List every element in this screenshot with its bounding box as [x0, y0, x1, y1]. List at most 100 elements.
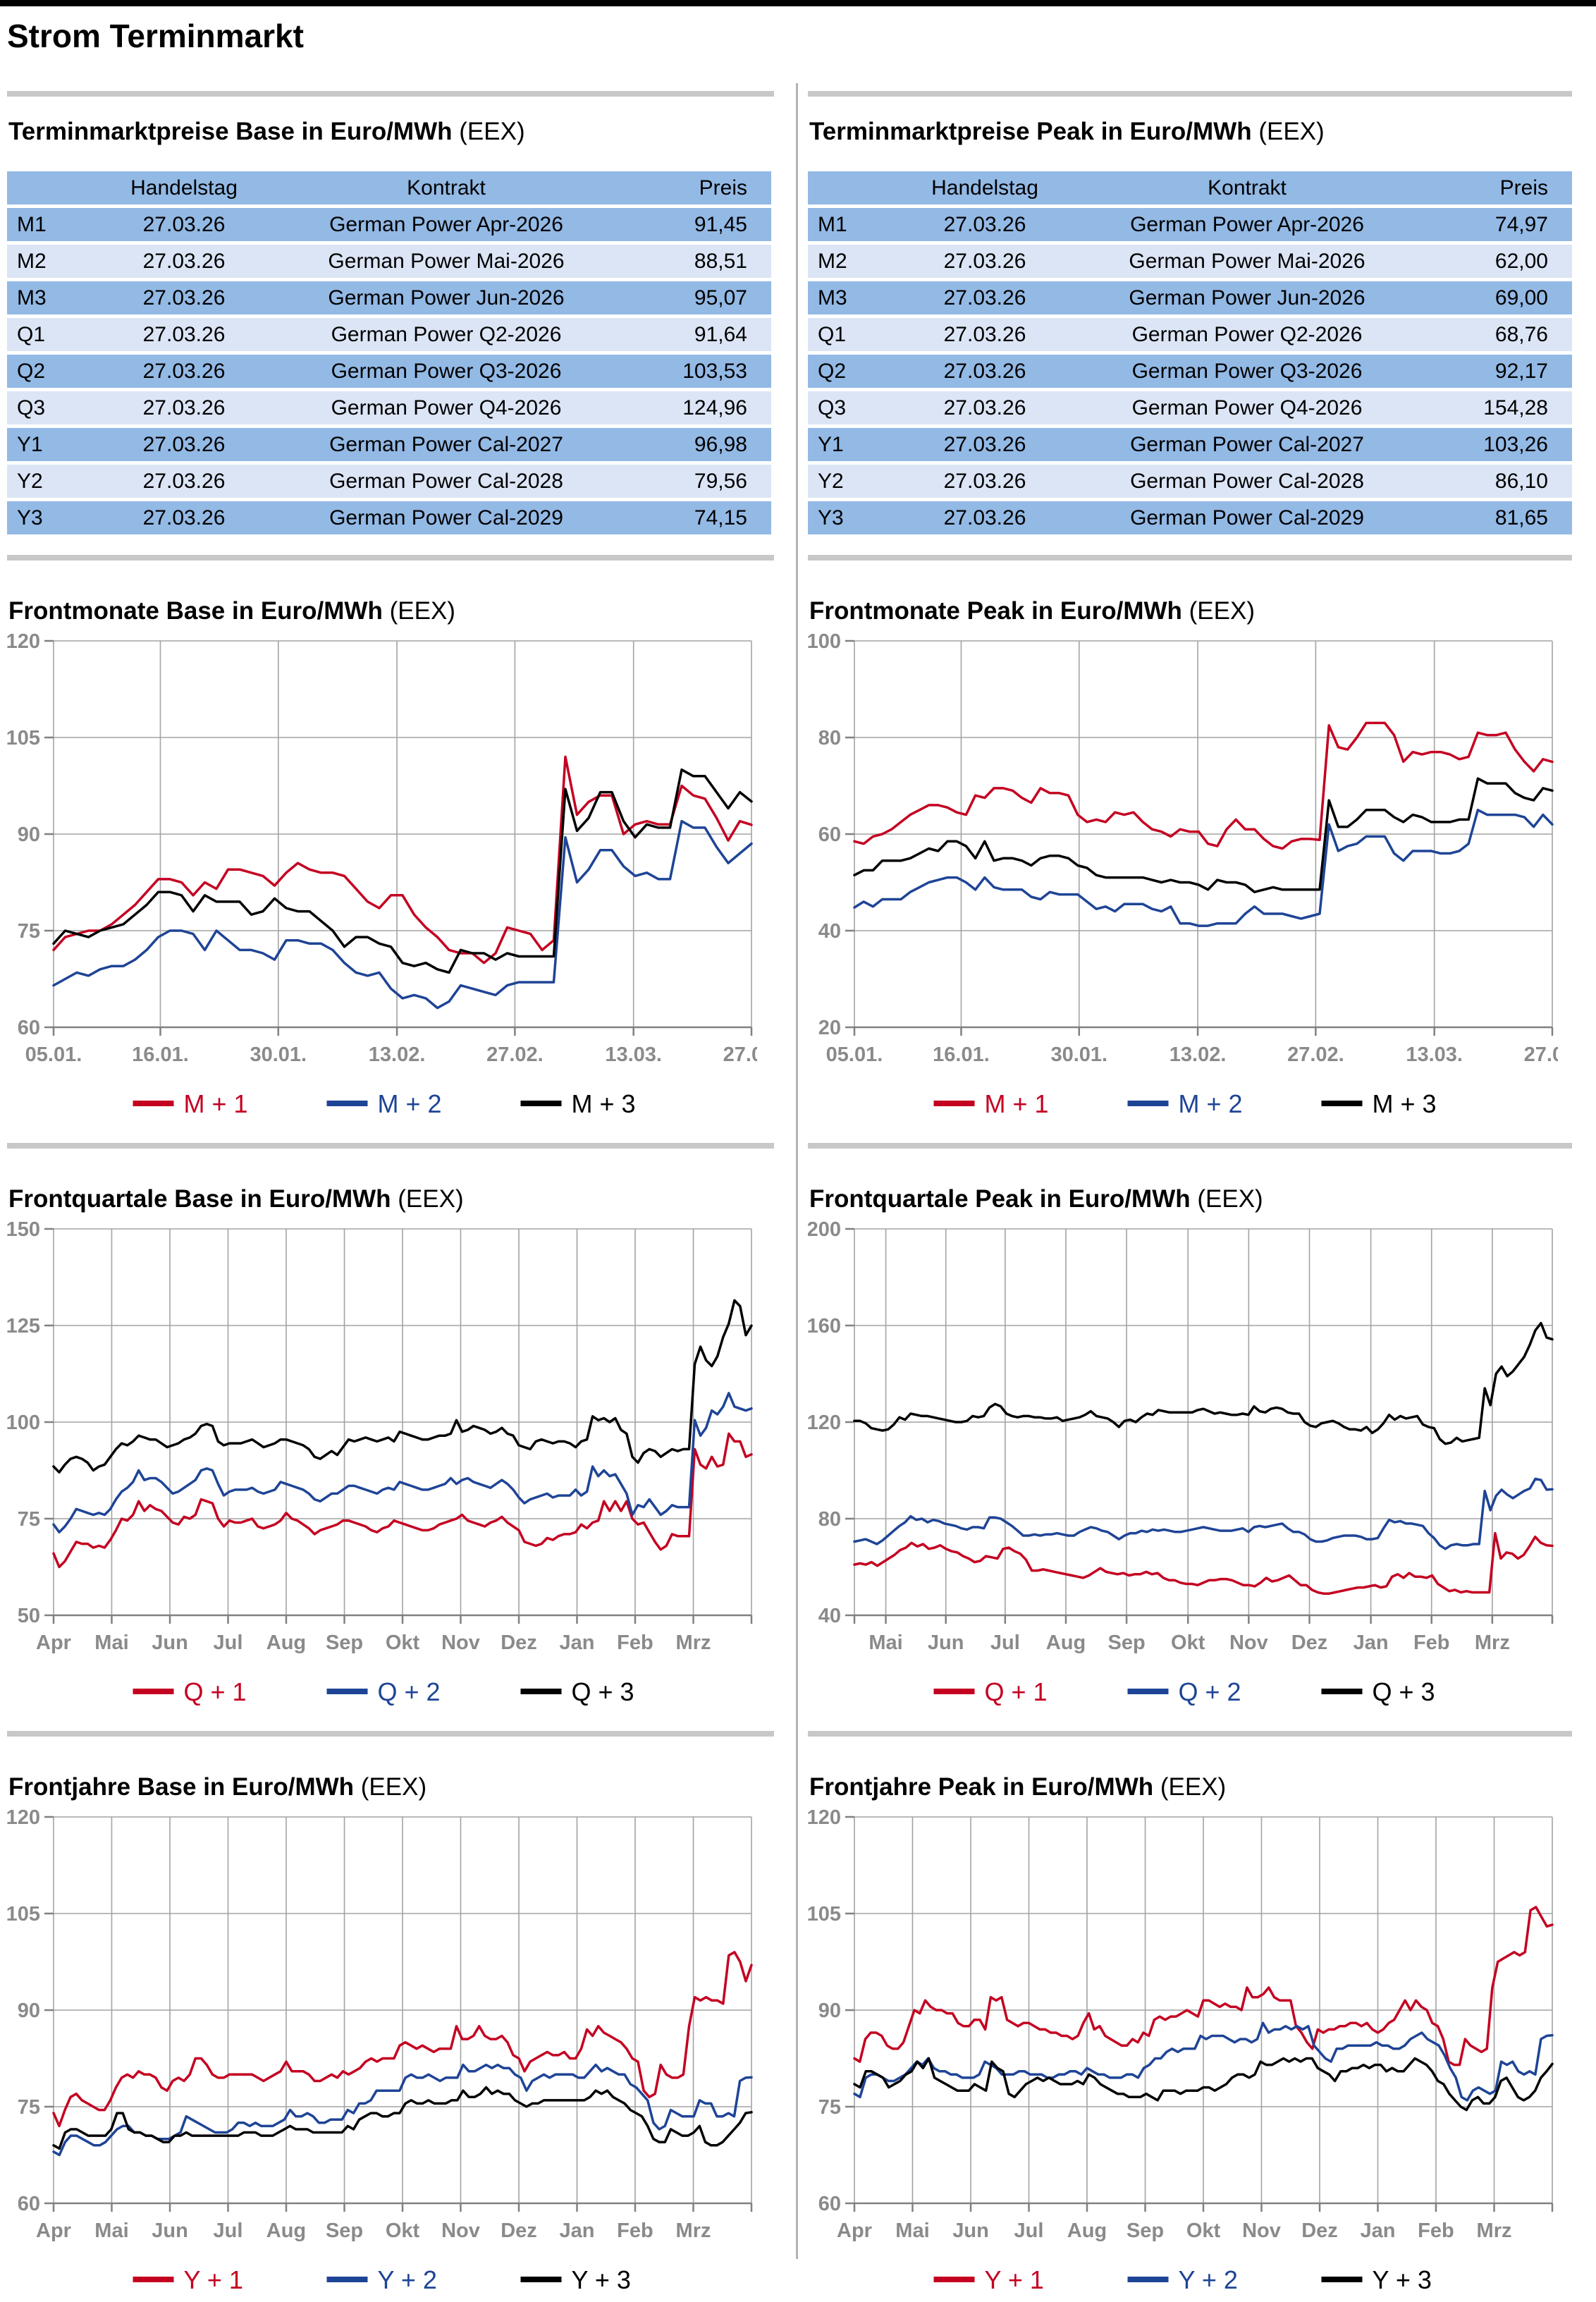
- contract-code: Y3: [7, 501, 92, 538]
- gridlines: [854, 1816, 1553, 2203]
- column-header: Kontrakt: [276, 171, 616, 208]
- x-tick-label: Dez: [1291, 1631, 1328, 1654]
- legend: Y + 1 Y + 2 Y + 3: [133, 2265, 631, 2294]
- x-tick-label: Nov: [1229, 1631, 1268, 1654]
- section-rule: [7, 91, 774, 97]
- legend-label-M+3: M + 3: [572, 1089, 636, 1118]
- column-header: Handelstag: [92, 171, 276, 208]
- contract-name: German Power Cal-2028: [276, 465, 616, 501]
- contract-name: German Power Cal-2027: [276, 428, 616, 465]
- x-tick-label: Aug: [1067, 2220, 1107, 2242]
- axes: [44, 1227, 753, 1624]
- x-tick-label: Jan: [1361, 2220, 1396, 2242]
- legend-label-Y+1: Y + 1: [985, 2265, 1044, 2294]
- trade-date: 27.03.26: [92, 208, 276, 245]
- table-row: M1 27.03.26 German Power Apr-2026 74,97: [808, 208, 1572, 245]
- x-tick-label: Sep: [1108, 1631, 1146, 1654]
- trade-date: 27.03.26: [892, 245, 1077, 281]
- frontmonate-peak-chart: 05.01. 16.01. 30.01. 13.02. 27.02. 13.03. 27.0…: [808, 631, 1558, 1118]
- trade-date: 27.03.26: [92, 318, 276, 355]
- section-rule: [808, 1143, 1572, 1149]
- x-tick-label: 16.01.: [132, 1043, 189, 1066]
- legend-label-Q+1: Q + 1: [184, 1677, 247, 1706]
- axes: [44, 639, 753, 1036]
- price: 154,28: [1417, 391, 1572, 428]
- chart-title-bold: Frontjahre Peak in Euro/MWh: [809, 1773, 1154, 1801]
- frontquartale-peak-section: Frontquartale Peak in Euro/MWh (EEX) Mai…: [808, 1143, 1572, 1714]
- x-tick-label: Mai: [94, 2220, 128, 2242]
- contract-name: German Power Mai-2026: [276, 245, 616, 281]
- x-tick-label: 27.02.: [486, 1043, 544, 1066]
- legend-label-M+2: M + 2: [378, 1089, 442, 1118]
- frontjahre-peak-chart: Apr Mai Jun Jul Aug Sep Okt Nov Dez Jan Feb Mrz 60 75…: [808, 1807, 1554, 2294]
- x-tick-label: Nov: [441, 2220, 480, 2242]
- y-tick-label: 75: [818, 2096, 841, 2119]
- section-rule: [808, 1731, 1572, 1737]
- y-tick-label: 60: [18, 1017, 40, 1039]
- legend: Y + 1 Y + 2 Y + 3: [933, 2265, 1432, 2294]
- y-tick-label: 60: [18, 2193, 40, 2215]
- chart-title-suffix: (EEX): [1160, 1773, 1227, 1801]
- x-tick-label: Mrz: [676, 1631, 711, 1654]
- top-black-bar: [0, 0, 1596, 6]
- contract-code: Q1: [7, 318, 92, 355]
- series-line-M+1: [853, 721, 1554, 850]
- x-tick-label: 13.02.: [1170, 1043, 1227, 1066]
- y-tick-label: 120: [808, 1807, 841, 1829]
- legend-label-Y+1: Y + 1: [184, 2265, 243, 2294]
- trade-date: 27.03.26: [892, 281, 1077, 318]
- table-row: Q1 27.03.26 German Power Q2-2026 68,76: [808, 318, 1572, 355]
- x-tick-label: Feb: [617, 2220, 653, 2242]
- chart-title-suffix: (EEX): [1189, 597, 1256, 625]
- table-header-row: Handelstag Kontrakt Preis: [808, 171, 1572, 208]
- x-tick-label: Apr: [837, 2220, 872, 2242]
- x-tick-label: 13.03.: [1406, 1043, 1463, 1066]
- contract-code: Q2: [808, 355, 892, 391]
- x-tick-label: 27.03.: [1524, 1043, 1558, 1066]
- frontquartale-base-title: Frontquartale Base in Euro/MWh (EEX): [8, 1185, 774, 1213]
- x-tick-label: 30.01.: [250, 1043, 307, 1066]
- x-tick-label: Jul: [990, 1631, 1020, 1654]
- x-tick-label: Sep: [326, 2220, 363, 2242]
- price: 81,65: [1417, 501, 1572, 538]
- frontjahre-base-chart: Apr Mai Jun Jul Aug Sep Okt Nov Dez Jan Feb Mrz 60 75…: [7, 1807, 753, 2294]
- table-header-row: Handelstag Kontrakt Preis: [7, 171, 771, 208]
- chart-title-bold: Frontquartale Peak in Euro/MWh: [809, 1185, 1191, 1213]
- contract-code: Q1: [808, 318, 892, 355]
- x-tick-label: Mrz: [676, 2220, 711, 2242]
- series-line-M+2: [52, 819, 753, 1010]
- price: 124,96: [616, 391, 771, 428]
- section-rule: [808, 555, 1572, 561]
- contract-name: German Power Cal-2029: [1077, 501, 1417, 538]
- table-row: M3 27.03.26 German Power Jun-2026 69,00: [808, 281, 1572, 318]
- column-header: [7, 171, 92, 208]
- x-tick-label: Okt: [386, 1631, 420, 1654]
- x-tick-label: Jul: [214, 2220, 243, 2242]
- trade-date: 27.03.26: [892, 428, 1077, 465]
- contract-code: Y1: [808, 428, 892, 465]
- series-line-Y+1: [853, 1906, 1554, 2067]
- series-line-M+2: [853, 809, 1554, 927]
- price: 88,51: [616, 245, 771, 281]
- table-row: Y2 27.03.26 German Power Cal-2028 79,56: [7, 465, 771, 501]
- contract-code: Y2: [7, 465, 92, 501]
- series-line-Q+2: [853, 1477, 1554, 1550]
- column-header: [808, 171, 892, 208]
- y-tick-label: 40: [818, 920, 841, 943]
- chart-title-suffix: (EEX): [1197, 1185, 1263, 1213]
- contract-code: Q3: [7, 391, 92, 428]
- table-row: Q2 27.03.26 German Power Q3-2026 103,53: [7, 355, 771, 391]
- frontjahre-base-section: Frontjahre Base in Euro/MWh (EEX) Apr Mai…: [7, 1731, 774, 2302]
- table-row: Y2 27.03.26 German Power Cal-2028 86,10: [808, 465, 1572, 501]
- x-tick-label: Dez: [501, 2220, 537, 2242]
- legend-label-M+3: M + 3: [1373, 1089, 1437, 1118]
- y-tick-label: 120: [7, 1807, 40, 1829]
- gridlines: [53, 640, 752, 1027]
- x-tick-label: Okt: [1186, 2220, 1221, 2242]
- table-row: Q3 27.03.26 German Power Q4-2026 154,28: [808, 391, 1572, 428]
- price: 103,26: [1417, 428, 1572, 465]
- x-tick-label: Mrz: [1477, 2220, 1512, 2242]
- price: 91,64: [616, 318, 771, 355]
- trade-date: 27.03.26: [892, 355, 1077, 391]
- chart-title-bold: Frontmonate Base in Euro/MWh: [8, 597, 383, 625]
